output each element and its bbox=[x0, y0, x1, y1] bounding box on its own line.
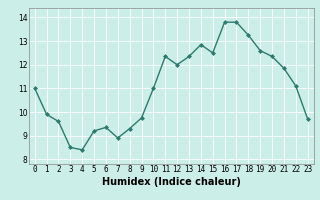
X-axis label: Humidex (Indice chaleur): Humidex (Indice chaleur) bbox=[102, 177, 241, 187]
